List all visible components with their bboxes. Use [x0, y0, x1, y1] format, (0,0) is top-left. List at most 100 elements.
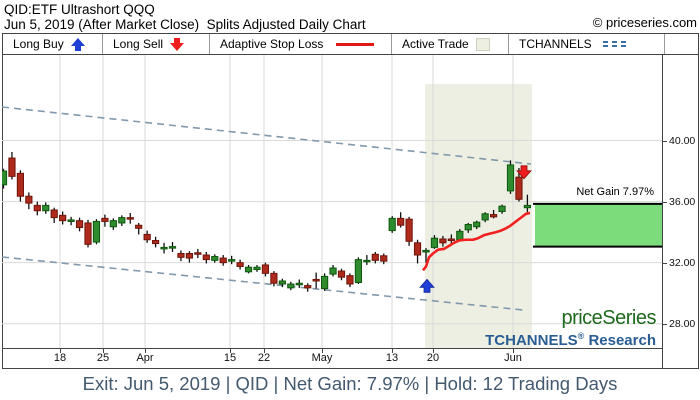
legend-divider — [2, 54, 698, 55]
x-axis-tick — [103, 349, 104, 353]
legend-item-active-trade: Active Trade — [392, 34, 509, 54]
candle-down — [413, 242, 422, 256]
x-axis-label: 13 — [385, 352, 399, 364]
x-axis-tick — [392, 349, 393, 353]
candle-up — [506, 164, 515, 192]
candle-down — [59, 214, 67, 222]
x-axis-tick — [433, 349, 434, 353]
stop-loss-line — [421, 211, 531, 272]
channel-lower-line — [2, 256, 524, 311]
candle-down — [439, 238, 447, 244]
candle-down — [380, 255, 388, 262]
candle-up — [109, 220, 117, 228]
x-axis-tick — [264, 349, 265, 353]
x-axis-label: 20 — [426, 352, 440, 364]
x-axis-tick — [60, 349, 61, 353]
x-axis-tick — [322, 349, 323, 353]
candle-up — [42, 204, 50, 212]
y-axis-tick — [663, 323, 667, 325]
legend-tchannels-label: TCHANNELS — [519, 37, 592, 51]
x-axis-tick — [145, 349, 146, 353]
candle-up — [228, 259, 236, 262]
candle-up — [481, 213, 489, 221]
x-axis-label: May — [311, 352, 333, 364]
candle-down — [346, 275, 354, 285]
y-axis-label: 40.00 — [669, 134, 696, 147]
legend-item-long-buy: Long Buy — [3, 34, 103, 54]
channel-upper-line — [2, 106, 532, 165]
y-axis-tick — [663, 262, 667, 264]
candle-down — [304, 285, 312, 289]
candle-down — [177, 252, 185, 258]
research-brand: TCHANNELS — [485, 332, 578, 349]
chart-outer-frame — [2, 33, 699, 369]
candle-up — [278, 280, 286, 285]
candle-up — [92, 220, 101, 243]
x-axis-line — [3, 348, 662, 349]
x-axis-label: Jun — [504, 352, 522, 364]
x-axis-tick — [513, 349, 514, 353]
buy-arrow-icon — [70, 37, 85, 51]
candle-down — [397, 217, 405, 226]
candle-down — [371, 253, 379, 261]
tchannels-research-credit: TCHANNELS® Research — [485, 331, 656, 349]
priceseries-logo: priceSeries — [561, 307, 656, 329]
candle-down — [515, 176, 523, 200]
net-gain-label: Net Gain 7.97% — [576, 186, 654, 198]
stop-loss-line-icon — [336, 42, 375, 46]
net-gain-box — [535, 203, 662, 247]
candle-down — [312, 278, 320, 282]
candle-down — [236, 262, 244, 267]
legend-long-sell-label: Long Sell — [113, 37, 164, 51]
x-axis-label: 18 — [53, 352, 67, 364]
candle-up — [244, 266, 253, 273]
y-axis-label: 28.00 — [669, 317, 696, 330]
y-axis-label: 36.00 — [669, 195, 696, 208]
candle-up — [498, 205, 506, 213]
candle-down — [152, 240, 160, 245]
y-axis-tick — [663, 201, 667, 203]
candle-down — [337, 270, 346, 278]
candle-up — [321, 275, 329, 290]
legend-stop-loss-label: Adaptive Stop Loss — [220, 37, 324, 51]
candle-up — [160, 246, 168, 250]
plot-right-border — [662, 55, 663, 368]
candle-down — [143, 233, 151, 241]
registered-mark: ® — [577, 331, 585, 341]
legend: Long Buy Long Sell Adaptive Stop Loss Ac… — [3, 34, 697, 54]
candle-up — [67, 219, 75, 222]
legend-item-stop-loss: Adaptive Stop Loss — [210, 34, 392, 54]
candle-up — [168, 246, 177, 249]
summary-banner: Exit: Jun 5, 2019 | QID | Net Gain: 7.97… — [82, 373, 618, 394]
candle-up — [523, 204, 531, 209]
candle-down — [16, 172, 24, 197]
legend-long-buy-label: Long Buy — [13, 37, 64, 51]
sell-arrow-icon — [170, 37, 185, 51]
candle-down — [75, 220, 84, 229]
long-buy-arrow — [419, 278, 435, 293]
research-rest: Research — [584, 332, 656, 349]
candle-down — [50, 209, 58, 219]
candlestick-chart — [2, 55, 662, 348]
candle-down — [84, 222, 92, 245]
candle-down — [202, 254, 210, 261]
candle-down — [135, 224, 143, 229]
y-axis-tick — [663, 140, 667, 142]
x-axis-tick — [230, 349, 231, 353]
candle-up — [329, 267, 337, 275]
candle-down — [185, 252, 194, 259]
candle-up — [295, 282, 303, 286]
candle-up — [456, 230, 464, 241]
candle-up — [422, 249, 430, 253]
candle-down — [101, 217, 109, 222]
legend-active-trade-label: Active Trade — [402, 37, 469, 51]
legend-item-long-sell: Long Sell — [103, 34, 210, 54]
candle-down — [219, 257, 227, 264]
candle-up — [287, 283, 295, 289]
candle-down — [126, 217, 134, 220]
candle-up — [363, 259, 371, 263]
candle-up — [354, 259, 362, 284]
legend-empty-cell — [665, 34, 697, 54]
x-axis-label: 25 — [96, 352, 110, 364]
candle-down — [490, 214, 498, 218]
